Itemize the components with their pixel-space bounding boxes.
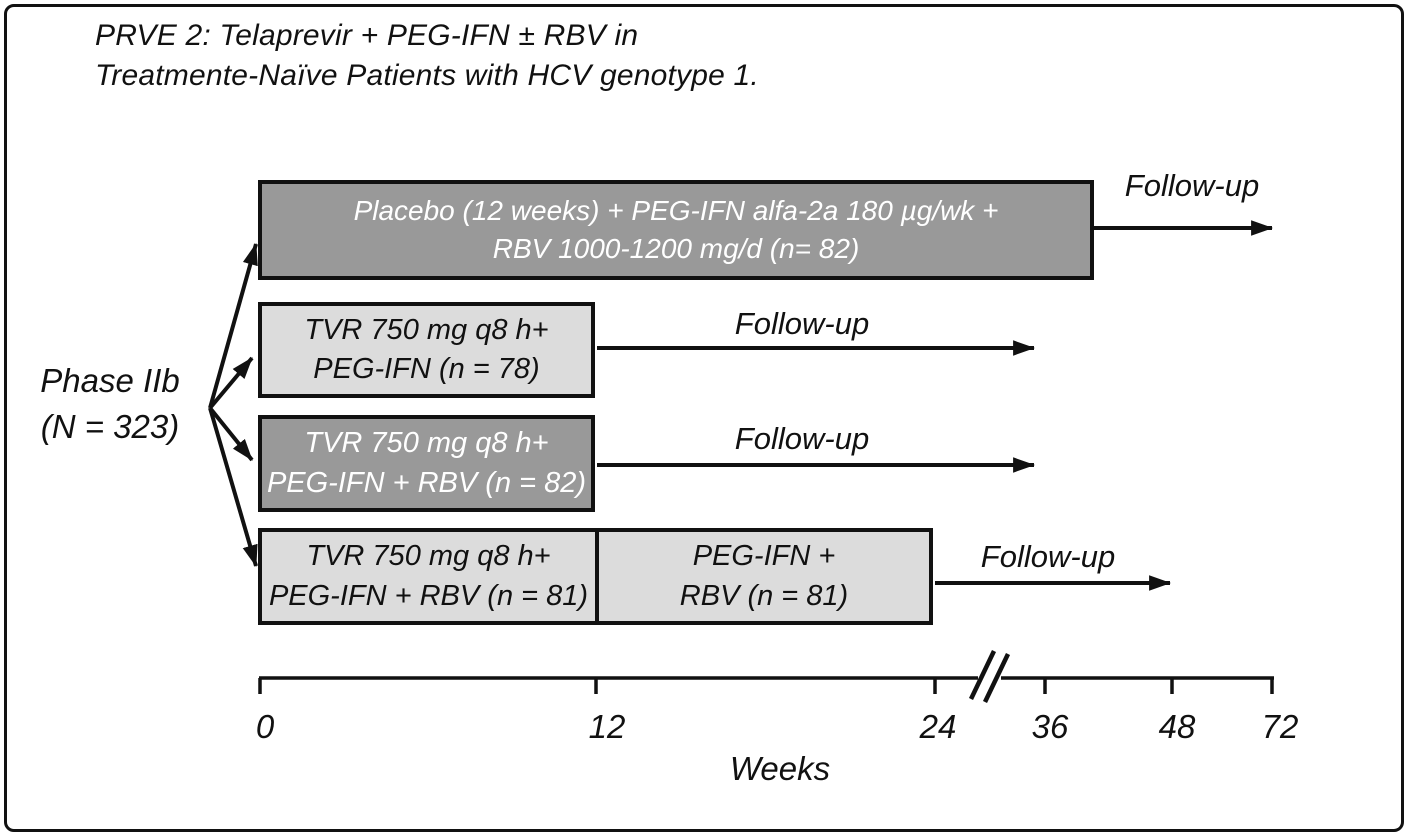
arm-box-text-line1: TVR 750 mg q8 h+ [304,427,549,460]
followup-label-arm-2: Follow-up [734,306,870,341]
phase-label: Phase IIb (N = 323) [18,358,202,450]
arm-box-tvr-peg-ifn-rbv-24wk-phase1: TVR 750 mg q8 h+ PEG-IFN + RBV (n = 81) [258,528,599,625]
axis-tick-label-0: 0 [255,708,275,745]
axis-tick-label-12: 12 [588,708,626,745]
figure-title: PRVE 2: Telaprevir + PEG-IFN ± RBV in Tr… [95,16,759,96]
fan-arrow-arm-4 [208,407,258,568]
fan-arrow-arm-1 [208,242,258,409]
followup-label-arm-3: Follow-up [734,421,870,456]
figure-border [4,4,1404,832]
arm-box-tvr-peg-ifn-rbv-12wk: TVR 750 mg q8 h+ PEG-IFN + RBV (n = 82) [258,415,595,512]
axis-tick-label-36: 36 [1031,708,1069,745]
arm-box-text-line1: Placebo (12 weeks) + PEG-IFN alfa-2a 180… [353,194,999,226]
arm-box-tvr-peg-ifn: TVR 750 mg q8 h+ PEG-IFN (n = 78) [258,302,595,398]
arm-box-placebo-peg-ifn-rbv: Placebo (12 weeks) + PEG-IFN alfa-2a 180… [258,180,1094,280]
fan-arrow-arm-2 [208,356,254,410]
randomization-fan-arrows [208,242,258,568]
arm-box-text-line1: TVR 750 mg q8 h+ [304,313,549,346]
followup-label-arm-1: Follow-up [1124,168,1260,203]
arm-box-text-line2: PEG-IFN + RBV (n = 82) [266,466,587,499]
arm-box-text-line2: RBV (n = 81) [679,579,849,612]
followup-arrows [597,220,1274,591]
fan-arrow-arm-3 [208,406,254,462]
arm-box-text-line1: PEG-IFN + [692,540,836,573]
figure-title-line2: Treatmente-Naïve Patients with HCV genot… [95,59,759,92]
arm-box-text-line2: PEG-IFN (n = 78) [313,353,540,385]
axis-tick-label-72: 72 [1261,708,1299,745]
axis-title-weeks: Weeks [729,750,831,787]
followup-label-arm-4: Follow-up [980,539,1116,574]
phase-label-line1: Phase IIb [40,362,180,399]
axis-tick-label-48: 48 [1158,708,1196,745]
axis-break-icon [968,650,1011,703]
arm-box-text-line2: PEG-IFN + RBV (n = 81) [268,579,589,612]
arm-box-text-line2: RBV 1000-1200 mg/d (n= 82) [492,233,860,264]
arm-box-text-line1: TVR 750 mg q8 h+ [306,540,551,573]
arm-box-tvr-peg-ifn-rbv-24wk-phase2: PEG-IFN + RBV (n = 81) [595,528,933,625]
weeks-axis [258,676,1274,694]
phase-label-line2: (N = 323) [40,408,180,445]
figure-title-line1: PRVE 2: Telaprevir + PEG-IFN ± RBV in [95,19,639,52]
axis-tick-label-24: 24 [919,708,957,745]
